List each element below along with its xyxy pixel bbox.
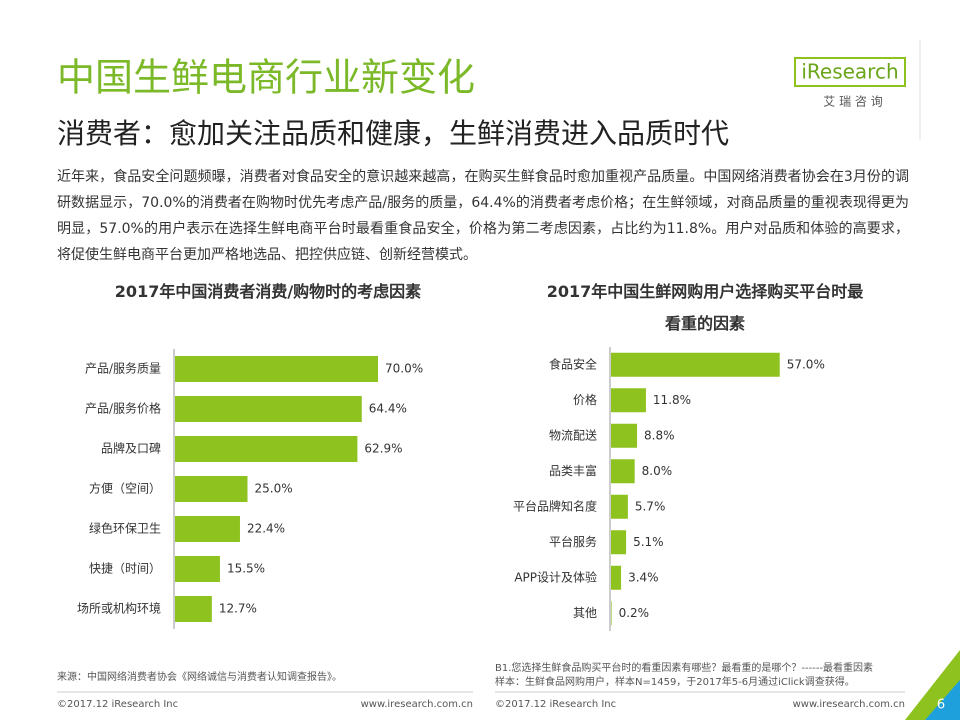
bar [175,596,212,622]
category-label: 其他 [573,606,597,620]
bar [175,396,362,422]
bar [175,556,220,582]
value-label: 8.0% [642,464,673,478]
value-label: 3.4% [628,570,659,584]
value-label: 15.5% [227,562,265,576]
category-label: 绿色环保卫生 [89,521,161,536]
copyright: ©2017.12 iResearch Inc [495,699,616,710]
logo-cn: 艾 瑞 咨 询 [823,94,882,109]
value-label: 25.0% [255,482,293,496]
category-label: 物流配送 [549,427,597,442]
value-label: 8.8% [644,428,675,442]
bar [611,494,628,519]
logo-box [794,57,906,87]
category-label: 产品/服务质量 [85,361,161,376]
chart-title: 2017年中国消费者消费/购物时的考虑因素 [114,282,422,301]
bar [611,601,612,626]
intro: 近年来，食品安全问题频曝，消费者对食品安全的意识越来越高，在购买生鲜食品时愈加重… [57,169,909,263]
bar [175,356,378,382]
url: www.iresearch.com.cn [793,699,905,710]
bar [611,423,638,448]
value-label: 62.9% [364,442,402,456]
copyright: ©2017.12 iResearch Inc [57,699,178,710]
bar [175,476,248,502]
category-label: 价格 [573,392,597,407]
value-label: 5.7% [635,499,666,513]
value-label: 64.4% [369,402,407,416]
value-label: 12.7% [219,602,257,616]
bar [611,459,635,484]
value-label: 57.0% [787,357,825,371]
note: 样本：生鲜食品网购用户，样本N=1459，于2017年5-6月通过iClick调… [495,675,855,688]
category-label: 场所或机构环境 [77,601,161,616]
value-label: 11.8% [653,393,691,407]
url: www.iresearch.com.cn [361,699,473,710]
category-label: 平台品牌知名度 [513,498,597,513]
value-label: 0.2% [619,606,650,620]
bar [611,565,622,590]
source: 来源：中国网络消费者协会《网络诚信与消费者认知调查报告》。 [57,670,342,683]
bar [611,388,646,413]
chart-title: 2017年中国生鲜网购用户选择购买平台时最看重的因素 [546,282,864,333]
category-label: 品牌及口碑 [101,441,161,456]
category-label: 品类丰富 [549,463,597,478]
bar [175,516,240,542]
category-label: 平台服务 [549,534,597,549]
value-label: 5.1% [633,535,664,549]
value-label: 22.4% [247,522,285,536]
category-label: 方便（空间） [89,481,161,496]
category-label: 产品/服务价格 [85,401,161,416]
bar [611,530,627,555]
page-number: 6 [937,698,945,713]
category-label: APP设计及体验 [514,569,597,584]
logo: iResearch [801,60,898,84]
subtitle: 消费者：愈加关注品质和健康，生鲜消费进入品质时代 [57,117,729,150]
bar [175,436,358,462]
value-label: 70.0% [385,362,423,376]
category-label: 快捷（时间） [89,562,161,576]
bar [611,352,780,377]
category-label: 食品安全 [549,356,597,371]
note: B1.您选择生鲜食品购买平台时的看重因素有哪些？最看重的是哪个？------最看… [495,661,873,674]
title: 中国生鲜电商行业新变化 [57,56,475,100]
corner [925,680,960,720]
